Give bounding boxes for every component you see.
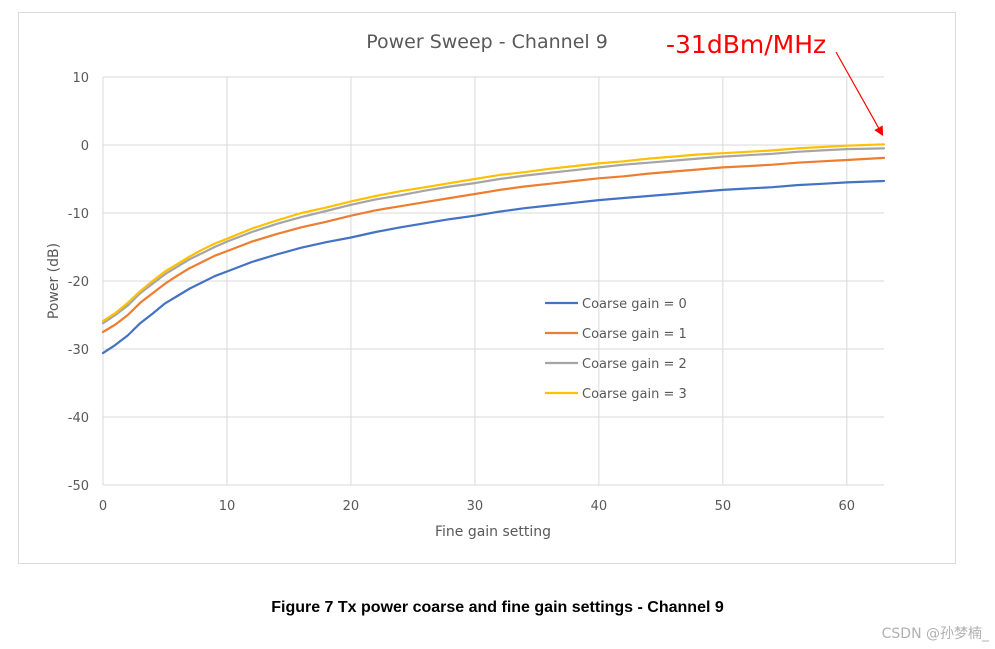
y-tick-label: -30 — [68, 343, 89, 358]
y-tick-label: -50 — [68, 479, 89, 494]
series-lines — [101, 143, 886, 355]
y-tick-label: 10 — [72, 71, 89, 86]
annotation-label: -31dBm/MHz — [666, 30, 826, 59]
y-tick-label: -40 — [68, 411, 89, 426]
x-tick-label: 30 — [467, 499, 484, 514]
x-tick-label: 50 — [715, 499, 732, 514]
chart-title: Power Sweep - Channel 9 — [366, 31, 608, 53]
y-tick-label: -20 — [68, 275, 89, 290]
x-tick-label: 10 — [219, 499, 236, 514]
legend-label: Coarse gain = 3 — [582, 387, 687, 402]
y-axis-title: Power (dB) — [46, 243, 62, 319]
watermark: CSDN @孙梦楠_ — [881, 626, 989, 642]
legend-label: Coarse gain = 1 — [582, 327, 687, 342]
x-tick-label: 40 — [591, 499, 608, 514]
series-line-coarse-gain-1 — [101, 156, 886, 334]
series-line-coarse-gain-2 — [101, 147, 886, 325]
series-line-coarse-gain-0 — [101, 179, 886, 355]
annotation-arrow — [835, 51, 884, 137]
series-line-coarse-gain-3 — [101, 143, 886, 323]
y-tick-label: 0 — [81, 139, 89, 154]
chart-frame — [18, 12, 956, 564]
x-axis-title: Fine gain setting — [435, 524, 551, 540]
y-tick-label: -10 — [68, 207, 89, 222]
grid — [103, 76, 884, 486]
figure-caption: Figure 7 Tx power coarse and fine gain s… — [271, 599, 724, 616]
legend-label: Coarse gain = 2 — [582, 357, 687, 372]
legend: Coarse gain = 0 Coarse gain = 1 Coarse gai… — [545, 297, 687, 402]
x-tick-label: 20 — [343, 499, 360, 514]
axes: 0 10 20 30 40 50 60 10 0 -10 -20 -30 -40 -50 — [68, 71, 855, 514]
legend-label: Coarse gain = 0 — [582, 297, 687, 312]
x-tick-label: 60 — [839, 499, 856, 514]
x-tick-label: 0 — [99, 499, 107, 514]
